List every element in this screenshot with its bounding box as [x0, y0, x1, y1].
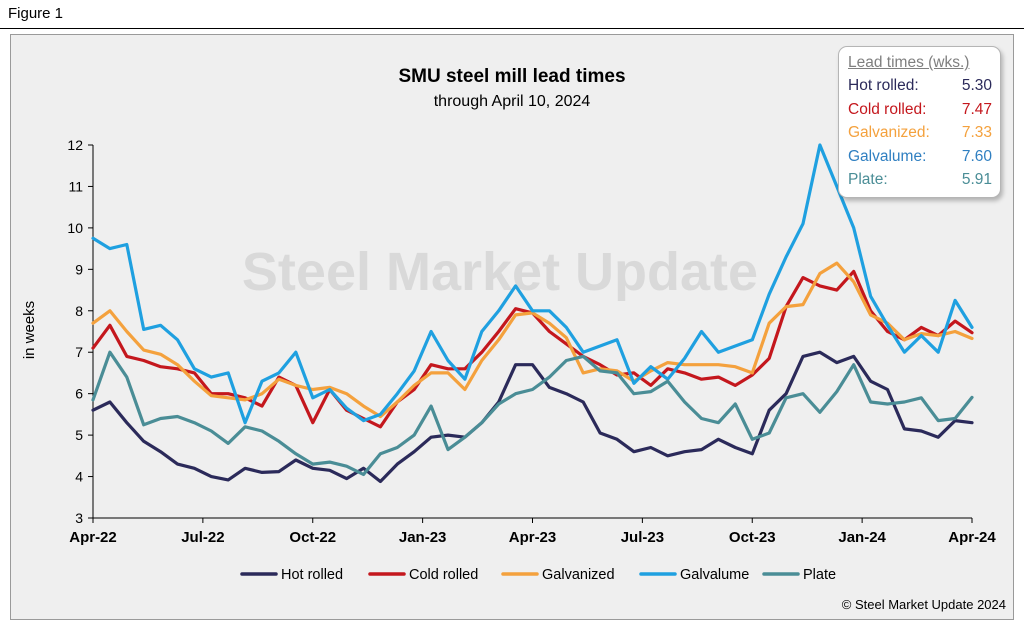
legend-label: Hot rolled — [281, 567, 343, 583]
series-line-galvalume — [91, 143, 974, 425]
lead-times-box: Lead times (wks.) Hot rolled: 5.30 Cold … — [838, 46, 1001, 198]
lead-row-hot-rolled: Hot rolled: 5.30 — [848, 74, 992, 98]
chart-title: SMU steel mill lead times — [398, 66, 625, 87]
y-tick-label: 11 — [68, 178, 83, 194]
y-tick-label: 7 — [75, 344, 83, 360]
lead-label: Hot rolled: — [848, 77, 919, 94]
y-tick-label: 12 — [67, 137, 83, 153]
x-tick-label: Jan-23 — [399, 529, 447, 546]
y-tick-label: 10 — [67, 220, 83, 236]
y-axis-label: in weeks — [21, 301, 38, 359]
figure-divider — [0, 28, 1024, 29]
x-tick-label: Apr-23 — [509, 529, 557, 546]
x-tick-label: Jul-22 — [181, 529, 224, 546]
series-line-plate — [91, 350, 974, 477]
legend-label: Galvanized — [542, 567, 615, 583]
y-tick-label: 4 — [75, 469, 83, 485]
legend-label: Plate — [803, 567, 836, 583]
legend-label: Cold rolled — [409, 567, 478, 583]
y-tick-label: 3 — [75, 510, 83, 526]
series-line-hot-rolled — [91, 350, 974, 484]
copyright-note: © Steel Market Update 2024 — [841, 597, 1006, 612]
lead-row-galvalume: Galvalume: 7.60 — [848, 145, 992, 169]
chart-subtitle: through April 10, 2024 — [434, 93, 591, 110]
x-tick-label: Oct-22 — [289, 529, 336, 546]
lead-row-cold-rolled: Cold rolled: 7.47 — [848, 98, 992, 122]
lead-label: Galvalume: — [848, 147, 927, 165]
x-tick-label: Jan-24 — [838, 529, 886, 546]
x-tick-label: Apr-24 — [948, 529, 996, 546]
series-line-galvanized — [91, 261, 974, 419]
lead-times-title: Lead times (wks.) — [848, 54, 970, 71]
y-tick-label: 5 — [75, 427, 83, 443]
lead-value: 5.30 — [961, 77, 992, 94]
y-tick-label: 9 — [75, 261, 83, 277]
x-tick-label: Jul-23 — [621, 529, 664, 546]
lead-value: 7.33 — [961, 124, 992, 141]
lead-value: 7.60 — [961, 147, 992, 165]
lead-value: 7.47 — [961, 100, 992, 118]
lead-label: Cold rolled: — [848, 100, 927, 118]
lead-value: 5.91 — [961, 171, 992, 188]
lead-row-plate: Plate: 5.91 — [848, 168, 992, 192]
lead-label: Plate: — [848, 171, 888, 188]
x-tick-label: Oct-23 — [729, 529, 776, 546]
legend-label: Galvalume — [680, 567, 749, 583]
figure-label: Figure 1 — [8, 5, 64, 22]
x-tick-label: Apr-22 — [69, 529, 117, 546]
y-tick-label: 8 — [75, 303, 83, 319]
watermark: Steel Market Update — [242, 242, 758, 302]
lead-row-galvanized: Galvanized: 7.33 — [848, 121, 992, 145]
lead-label: Galvanized: — [848, 124, 930, 141]
y-tick-label: 6 — [75, 386, 83, 402]
